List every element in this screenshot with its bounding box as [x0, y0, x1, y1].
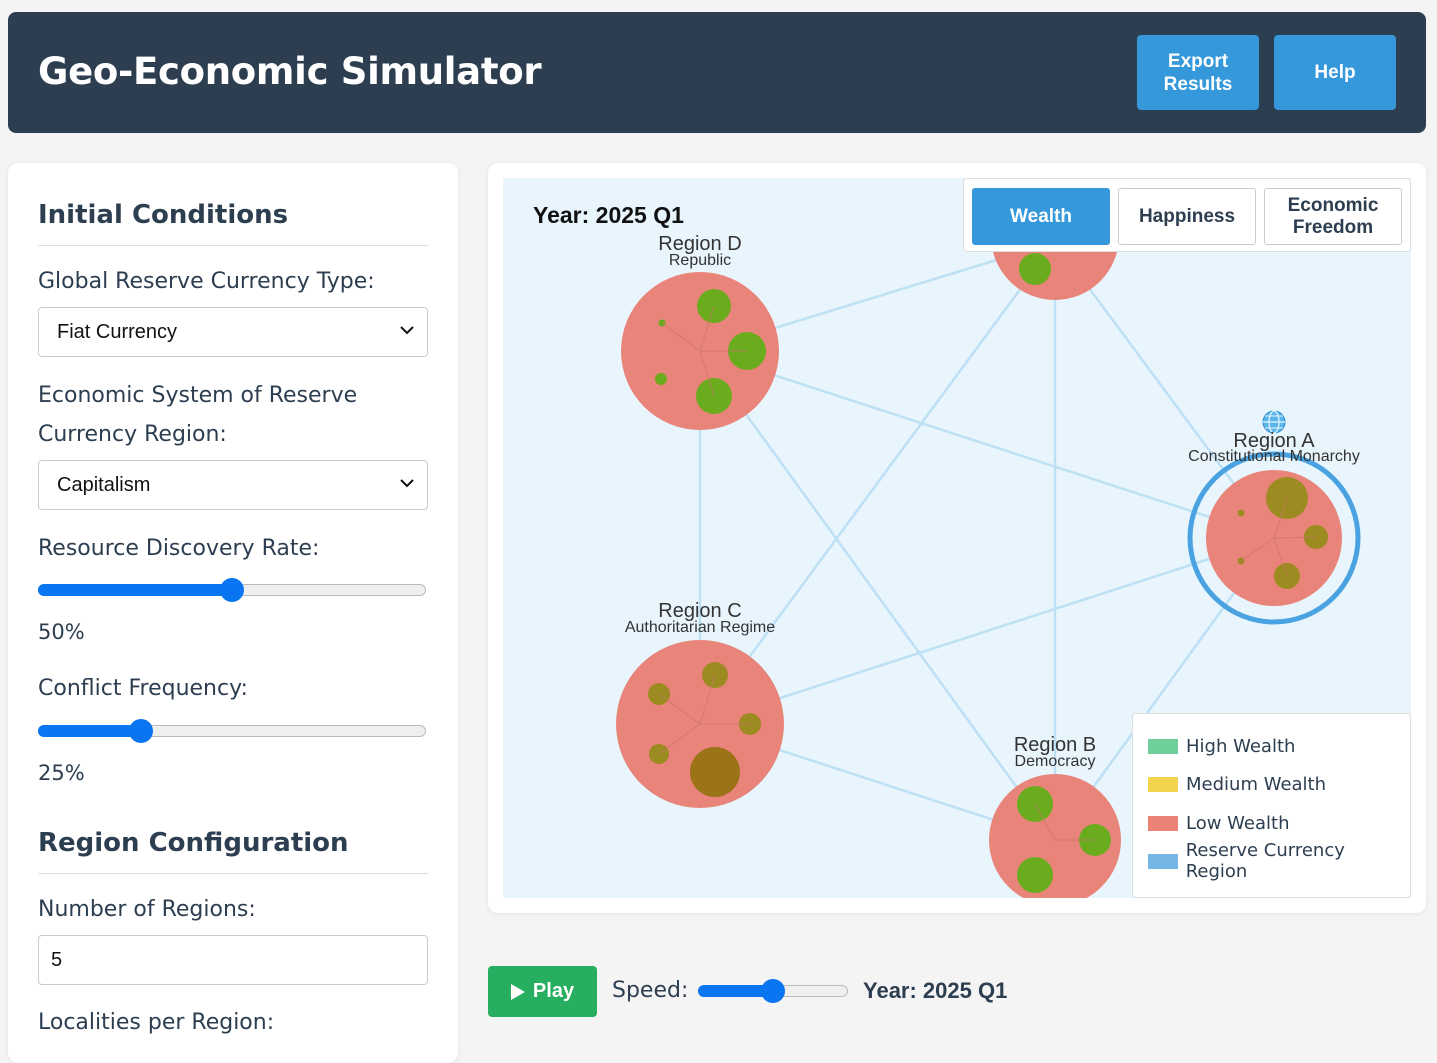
legend-label: Medium Wealth	[1186, 773, 1327, 795]
slider-fill	[38, 725, 141, 737]
region-d-node[interactable]: Region D Republic	[621, 233, 779, 430]
discovery-rate-slider[interactable]	[38, 576, 428, 602]
settings-panel: Initial Conditions Global Reserve Curren…	[8, 163, 458, 1063]
legend-item: Medium Wealth	[1148, 772, 1326, 796]
num-regions-label: Number of Regions:	[38, 897, 256, 922]
divider	[38, 245, 428, 246]
conflict-frequency-value: 25%	[38, 761, 85, 785]
region-c-node[interactable]: Region C Authoritarian Regime	[616, 600, 784, 808]
legend-swatch	[1148, 738, 1178, 754]
legend-label: Low Wealth	[1186, 812, 1290, 834]
currency-type-select[interactable]: Fiat Currency	[38, 307, 428, 357]
tab-economic-freedom[interactable]: Economic Freedom	[1264, 188, 1402, 245]
initial-conditions-title: Initial Conditions	[38, 200, 289, 230]
currency-type-value: Fiat Currency	[57, 320, 178, 343]
locality-dot	[1237, 509, 1245, 517]
econ-system-label-line1: Economic System of Reserve	[38, 383, 358, 408]
discovery-rate-label: Resource Discovery Rate:	[38, 536, 320, 561]
slider-thumb[interactable]	[220, 578, 244, 602]
play-label: Play	[532, 980, 575, 1002]
play-icon	[510, 983, 525, 1000]
speed-label: Speed:	[612, 978, 689, 1003]
reserve-currency-ring	[1187, 451, 1361, 625]
region-name: Region A	[1233, 430, 1315, 452]
map-year-label: Year: 2025 Q1	[533, 202, 684, 228]
legend-swatch	[1148, 815, 1178, 831]
chevron-down-icon	[400, 479, 414, 488]
legend-item: Reserve Currency Region	[1148, 840, 1410, 882]
slider-fill	[698, 985, 773, 997]
num-regions-input[interactable]: 5	[38, 935, 428, 985]
tab-happiness[interactable]: Happiness	[1118, 188, 1256, 245]
play-button[interactable]: Play	[488, 966, 597, 1017]
app-title: Geo-Economic Simulator	[38, 50, 542, 93]
region-b-node[interactable]: Region B Democracy	[989, 734, 1121, 898]
legend-swatch	[1148, 853, 1178, 869]
locality-dot	[1019, 253, 1051, 285]
legend-swatch	[1148, 776, 1178, 792]
year-display: Year: 2025 Q1	[863, 978, 1008, 1003]
connection-line	[698, 350, 1057, 841]
locality-dot	[690, 747, 740, 797]
region-government: Republic	[669, 252, 731, 269]
metric-tabs: Wealth Happiness Economic Freedom	[963, 178, 1411, 252]
map-legend: High Wealth Medium Wealth Low Wealth Res…	[1132, 713, 1411, 898]
conflict-frequency-label: Conflict Frequency:	[38, 676, 248, 701]
conflict-frequency-slider[interactable]	[38, 717, 428, 743]
slider-fill	[38, 584, 232, 596]
speed-slider[interactable]	[698, 979, 848, 1003]
divider	[38, 873, 428, 874]
region-configuration-title: Region Configuration	[38, 828, 349, 858]
export-results-button[interactable]: Export Results	[1137, 35, 1259, 110]
region-name: Region C	[658, 600, 741, 622]
legend-item: High Wealth	[1148, 734, 1295, 758]
region-name: Region D	[658, 233, 741, 255]
slider-thumb[interactable]	[761, 979, 785, 1003]
econ-system-select[interactable]: Capitalism	[38, 460, 428, 510]
chevron-down-icon	[400, 326, 414, 335]
legend-label: Reserve Currency Region	[1185, 840, 1345, 882]
currency-type-label: Global Reserve Currency Type:	[38, 269, 375, 294]
econ-system-value: Capitalism	[57, 473, 151, 496]
slider-thumb[interactable]	[129, 719, 153, 743]
localities-label: Localities per Region:	[38, 1010, 275, 1035]
econ-system-label-line2: Currency Region:	[38, 422, 227, 447]
connection-line	[699, 536, 1275, 726]
tab-wealth[interactable]: Wealth	[972, 188, 1110, 245]
legend-item: Low Wealth	[1148, 811, 1289, 835]
region-a-node[interactable]: Region A Constitutional Monarchy	[1187, 410, 1361, 625]
region-name: Region B	[1014, 734, 1096, 756]
connection-line	[699, 349, 1275, 540]
legend-label: High Wealth	[1186, 735, 1296, 757]
locality-dot	[655, 373, 667, 385]
discovery-rate-value: 50%	[38, 620, 85, 644]
locality-dot	[1017, 857, 1053, 893]
help-button[interactable]: Help	[1274, 35, 1396, 110]
globe-icon	[1262, 410, 1286, 434]
region-government: Democracy	[1015, 753, 1096, 770]
region-government: Constitutional Monarchy	[1188, 448, 1360, 465]
connection-line	[698, 241, 1057, 725]
app-header: Geo-Economic Simulator Export Results Hel…	[8, 12, 1426, 133]
region-government: Authoritarian Regime	[625, 619, 775, 636]
